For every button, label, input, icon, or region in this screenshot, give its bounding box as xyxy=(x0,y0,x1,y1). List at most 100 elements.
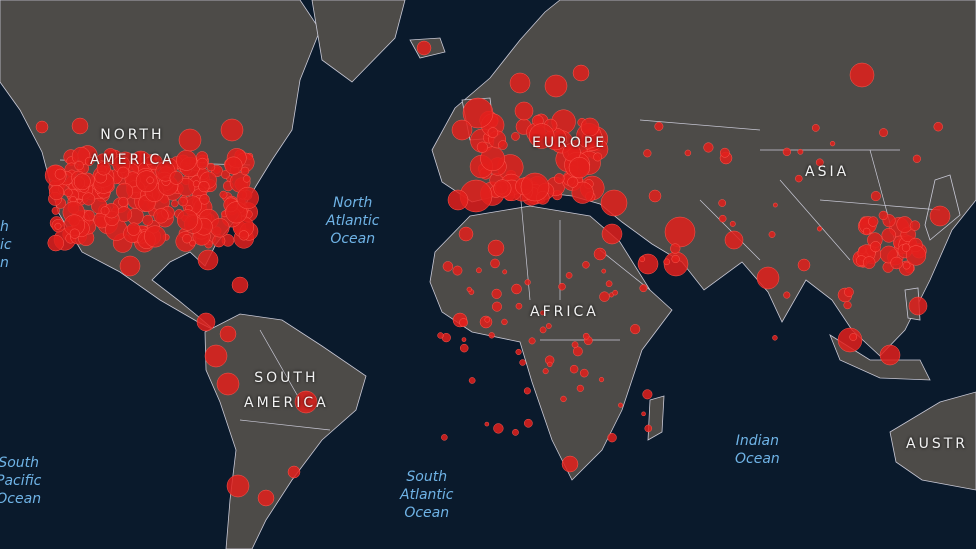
case-marker[interactable] xyxy=(83,210,95,222)
case-marker[interactable] xyxy=(224,156,243,175)
case-marker[interactable] xyxy=(47,234,64,252)
case-marker[interactable] xyxy=(144,156,154,166)
case-marker[interactable] xyxy=(119,255,141,277)
case-marker[interactable] xyxy=(576,384,584,392)
case-marker[interactable] xyxy=(231,276,249,294)
case-marker[interactable] xyxy=(523,387,531,395)
case-marker[interactable] xyxy=(243,175,251,183)
case-marker[interactable] xyxy=(768,231,776,238)
case-marker[interactable] xyxy=(703,142,714,153)
case-marker[interactable] xyxy=(220,118,244,142)
case-marker[interactable] xyxy=(221,170,230,179)
case-marker[interactable] xyxy=(487,239,505,257)
case-marker[interactable] xyxy=(529,123,555,149)
case-marker[interactable] xyxy=(442,261,454,272)
case-marker[interactable] xyxy=(452,265,463,276)
case-marker[interactable] xyxy=(84,156,95,166)
case-marker[interactable] xyxy=(501,318,508,326)
case-marker[interactable] xyxy=(176,150,197,171)
case-marker[interactable] xyxy=(511,283,522,295)
case-marker[interactable] xyxy=(905,245,927,266)
case-marker[interactable] xyxy=(491,288,502,299)
case-marker[interactable] xyxy=(437,332,444,339)
case-marker[interactable] xyxy=(441,434,448,441)
case-marker[interactable] xyxy=(797,258,811,272)
case-marker[interactable] xyxy=(639,284,648,293)
case-marker[interactable] xyxy=(756,266,780,290)
case-marker[interactable] xyxy=(459,318,468,327)
case-marker[interactable] xyxy=(862,227,871,236)
case-marker[interactable] xyxy=(144,225,167,248)
case-marker[interactable] xyxy=(605,280,613,288)
case-marker[interactable] xyxy=(74,160,84,171)
case-marker[interactable] xyxy=(176,209,199,231)
case-marker[interactable] xyxy=(447,189,469,211)
case-marker[interactable] xyxy=(54,222,62,230)
case-marker[interactable] xyxy=(572,64,590,82)
case-marker[interactable] xyxy=(64,188,73,197)
case-marker[interactable] xyxy=(879,128,888,138)
case-marker[interactable] xyxy=(491,301,502,312)
case-marker[interactable] xyxy=(569,364,579,374)
case-marker[interactable] xyxy=(933,122,943,132)
case-marker[interactable] xyxy=(146,176,154,184)
case-marker[interactable] xyxy=(466,286,472,293)
case-marker[interactable] xyxy=(487,127,499,138)
case-marker[interactable] xyxy=(593,152,603,162)
case-marker[interactable] xyxy=(868,216,879,227)
case-marker[interactable] xyxy=(206,162,216,172)
case-marker[interactable] xyxy=(684,149,692,157)
case-marker[interactable] xyxy=(579,368,589,378)
case-marker[interactable] xyxy=(654,121,664,131)
case-marker[interactable] xyxy=(718,214,727,223)
case-marker[interactable] xyxy=(908,296,928,316)
case-marker[interactable] xyxy=(287,465,301,479)
case-marker[interactable] xyxy=(199,194,210,205)
case-marker[interactable] xyxy=(216,372,240,396)
case-marker[interactable] xyxy=(843,301,852,310)
case-marker[interactable] xyxy=(515,302,523,310)
case-marker[interactable] xyxy=(493,179,512,198)
case-marker[interactable] xyxy=(816,226,823,232)
case-marker[interactable] xyxy=(829,140,836,147)
case-marker[interactable] xyxy=(670,243,681,254)
case-marker[interactable] xyxy=(476,141,488,153)
case-marker[interactable] xyxy=(178,128,202,152)
case-marker[interactable] xyxy=(294,390,318,414)
case-marker[interactable] xyxy=(468,377,476,384)
case-marker[interactable] xyxy=(870,191,881,202)
case-marker[interactable] xyxy=(544,74,568,98)
case-marker[interactable] xyxy=(630,324,641,335)
case-marker[interactable] xyxy=(599,291,610,302)
case-marker[interactable] xyxy=(490,258,500,269)
case-marker[interactable] xyxy=(127,222,141,236)
case-marker[interactable] xyxy=(498,140,508,150)
case-marker[interactable] xyxy=(515,348,522,356)
case-marker[interactable] xyxy=(598,377,605,383)
case-marker[interactable] xyxy=(601,268,607,274)
case-marker[interactable] xyxy=(514,101,534,121)
case-marker[interactable] xyxy=(153,208,169,224)
case-marker[interactable] xyxy=(881,228,897,243)
case-marker[interactable] xyxy=(196,312,216,332)
case-marker[interactable] xyxy=(901,243,911,252)
case-marker[interactable] xyxy=(182,233,192,244)
case-marker[interactable] xyxy=(539,326,547,334)
case-marker[interactable] xyxy=(879,344,901,366)
case-marker[interactable] xyxy=(171,199,179,208)
case-marker[interactable] xyxy=(607,432,617,443)
case-marker[interactable] xyxy=(142,214,154,226)
case-marker[interactable] xyxy=(169,171,184,185)
case-marker[interactable] xyxy=(69,228,80,239)
case-marker[interactable] xyxy=(902,261,911,270)
case-marker[interactable] xyxy=(878,210,888,221)
case-marker[interactable] xyxy=(178,196,188,207)
case-marker[interactable] xyxy=(96,161,111,176)
case-marker[interactable] xyxy=(210,218,230,238)
case-marker[interactable] xyxy=(459,343,469,353)
case-marker[interactable] xyxy=(240,166,250,176)
case-marker[interactable] xyxy=(554,173,565,184)
case-marker[interactable] xyxy=(849,62,875,88)
case-marker[interactable] xyxy=(257,489,275,507)
case-marker[interactable] xyxy=(523,418,533,428)
